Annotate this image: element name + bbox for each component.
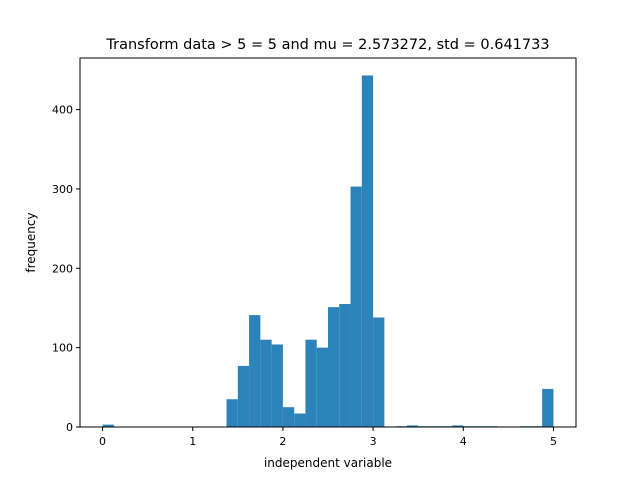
plot-frame [79,57,577,428]
histogram-bar [305,339,317,427]
histogram-bar [373,317,385,427]
histogram-bar [452,425,464,427]
histogram-bar [102,424,114,427]
histogram-bar [406,425,419,427]
histogram-bar [282,407,295,427]
chart-title: Transform data > 5 = 5 and mu = 2.573272… [105,37,549,53]
histogram-bar [339,304,351,427]
x-tick-label: 2 [279,435,286,448]
y-tick-label: 0 [66,421,73,434]
y-axis: 0 100 200 300 400 [52,104,80,434]
histogram-bar [226,399,238,427]
x-axis: 0 1 2 3 4 5 [99,427,557,448]
x-tick-label: 5 [550,435,557,448]
histogram-bar [260,339,272,427]
histogram-bar [328,307,340,427]
x-axis-label: independent variable [264,456,392,470]
y-tick-label: 300 [52,183,73,196]
y-tick-label: 200 [52,262,73,275]
histogram-bar [361,75,374,427]
histogram-bar [237,365,250,427]
bars-group [102,75,554,427]
histogram-bar [249,315,261,427]
x-tick-label: 1 [189,435,196,448]
histogram-bar [316,347,328,427]
histogram-bar [294,413,306,427]
y-tick-label: 100 [52,342,73,355]
histogram-bar [271,344,283,427]
histogram-bar [542,388,554,427]
histogram-bar [350,186,362,427]
x-tick-label: 4 [460,435,467,448]
y-tick-label: 400 [52,104,73,117]
x-tick-label: 0 [99,435,106,448]
y-axis-label: frequency [24,212,38,272]
x-tick-label: 3 [370,435,377,448]
